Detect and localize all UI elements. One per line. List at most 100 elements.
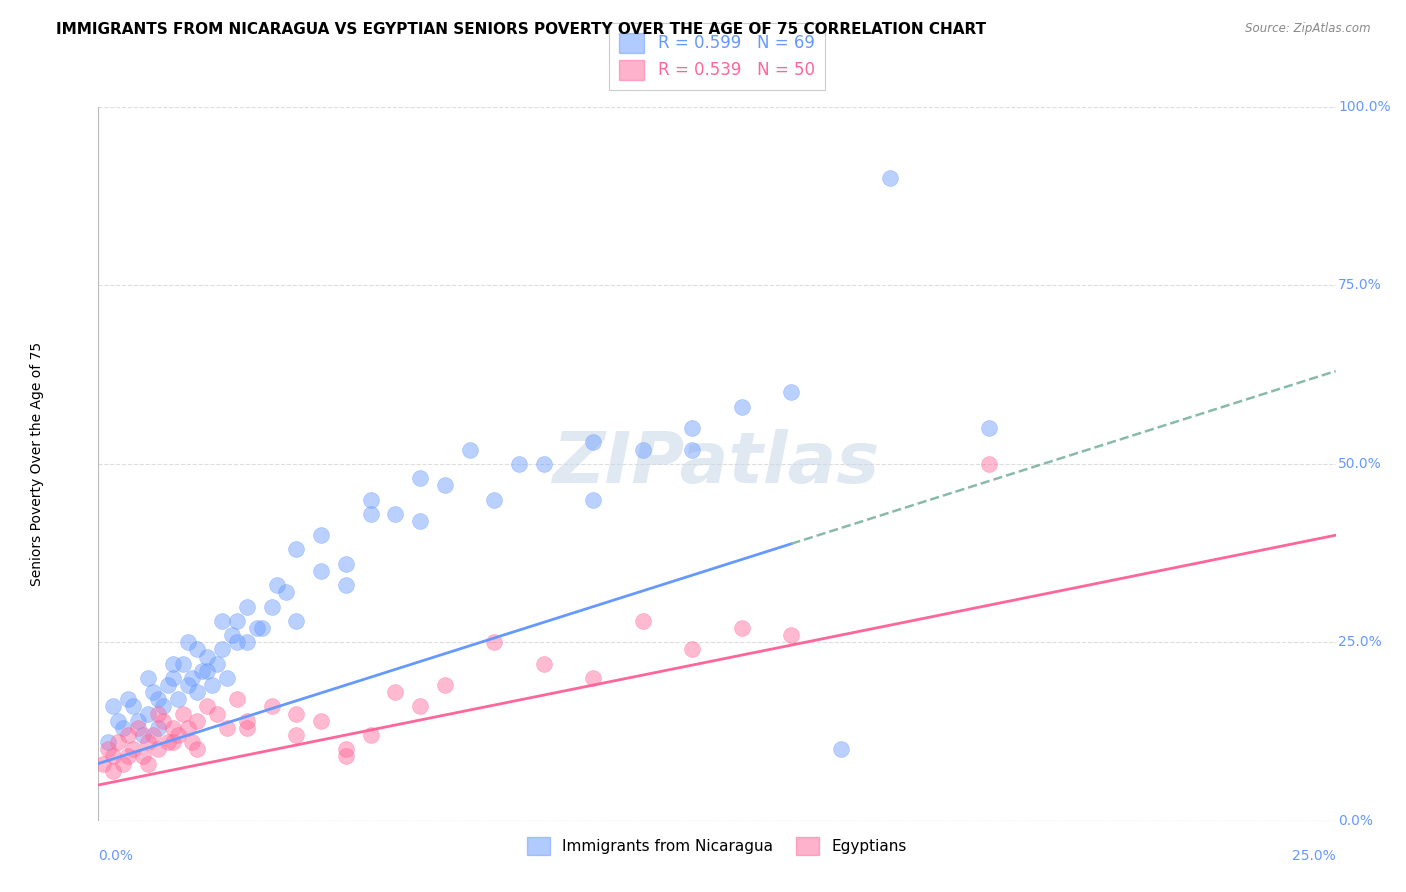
Point: [335, 578, 357, 592]
Text: 100.0%: 100.0%: [1339, 100, 1391, 114]
Point: [285, 728, 308, 742]
Text: 0.0%: 0.0%: [98, 849, 134, 863]
Point: [97, 742, 120, 756]
Point: [360, 507, 382, 521]
Point: [211, 614, 233, 628]
Point: [162, 671, 184, 685]
Point: [146, 692, 169, 706]
Point: [93, 756, 115, 771]
Point: [236, 635, 259, 649]
Text: ZIPatlas: ZIPatlas: [554, 429, 880, 499]
Point: [236, 721, 259, 735]
Point: [217, 721, 239, 735]
Point: [186, 642, 208, 657]
Point: [780, 385, 803, 400]
Point: [117, 692, 139, 706]
Point: [162, 657, 184, 671]
Point: [582, 435, 605, 450]
Point: [226, 692, 249, 706]
Point: [97, 735, 120, 749]
Point: [103, 764, 125, 778]
Point: [731, 621, 754, 635]
Text: 25.0%: 25.0%: [1339, 635, 1382, 649]
Point: [409, 699, 432, 714]
Point: [433, 478, 456, 492]
Point: [136, 756, 159, 771]
Point: [508, 457, 530, 471]
Point: [132, 728, 155, 742]
Point: [132, 749, 155, 764]
Text: Seniors Poverty Over the Age of 75: Seniors Poverty Over the Age of 75: [30, 342, 44, 586]
Point: [260, 699, 283, 714]
Point: [152, 699, 174, 714]
Point: [211, 642, 233, 657]
Point: [176, 678, 198, 692]
Point: [335, 557, 357, 571]
Legend: Immigrants from Nicaragua, Egyptians: Immigrants from Nicaragua, Egyptians: [520, 829, 914, 863]
Point: [166, 692, 188, 706]
Point: [127, 721, 149, 735]
Point: [103, 699, 125, 714]
Text: 0.0%: 0.0%: [1339, 814, 1374, 828]
Point: [142, 685, 165, 699]
Point: [122, 699, 145, 714]
Point: [631, 614, 654, 628]
Point: [205, 706, 228, 721]
Point: [221, 628, 243, 642]
Point: [433, 678, 456, 692]
Point: [226, 635, 249, 649]
Text: 50.0%: 50.0%: [1339, 457, 1382, 471]
Point: [156, 678, 179, 692]
Point: [533, 657, 555, 671]
Text: 25.0%: 25.0%: [1292, 849, 1336, 863]
Point: [136, 671, 159, 685]
Text: IMMIGRANTS FROM NICARAGUA VS EGYPTIAN SENIORS POVERTY OVER THE AGE OF 75 CORRELA: IMMIGRANTS FROM NICARAGUA VS EGYPTIAN SE…: [56, 22, 987, 37]
Point: [117, 749, 139, 764]
Point: [335, 742, 357, 756]
Point: [172, 657, 194, 671]
Point: [162, 735, 184, 749]
Point: [681, 421, 703, 435]
Point: [582, 671, 605, 685]
Point: [780, 628, 803, 642]
Point: [181, 735, 204, 749]
Point: [285, 706, 308, 721]
Point: [136, 735, 159, 749]
Point: [484, 635, 506, 649]
Point: [201, 678, 224, 692]
Point: [250, 621, 273, 635]
Point: [107, 735, 129, 749]
Point: [830, 742, 852, 756]
Point: [127, 714, 149, 728]
Point: [731, 400, 754, 414]
Point: [176, 721, 198, 735]
Point: [309, 564, 332, 578]
Point: [309, 714, 332, 728]
Point: [285, 542, 308, 557]
Point: [103, 749, 125, 764]
Point: [582, 492, 605, 507]
Point: [681, 442, 703, 457]
Point: [142, 728, 165, 742]
Point: [360, 728, 382, 742]
Point: [979, 421, 1001, 435]
Point: [285, 614, 308, 628]
Point: [112, 721, 135, 735]
Point: [176, 635, 198, 649]
Point: [236, 714, 259, 728]
Point: [226, 614, 249, 628]
Point: [166, 728, 188, 742]
Point: [631, 442, 654, 457]
Point: [136, 706, 159, 721]
Point: [191, 664, 214, 678]
Point: [276, 585, 298, 599]
Point: [484, 492, 506, 507]
Point: [458, 442, 481, 457]
Point: [112, 756, 135, 771]
Point: [409, 514, 432, 528]
Point: [384, 685, 406, 699]
Point: [117, 728, 139, 742]
Point: [260, 599, 283, 614]
Point: [979, 457, 1001, 471]
Point: [384, 507, 406, 521]
